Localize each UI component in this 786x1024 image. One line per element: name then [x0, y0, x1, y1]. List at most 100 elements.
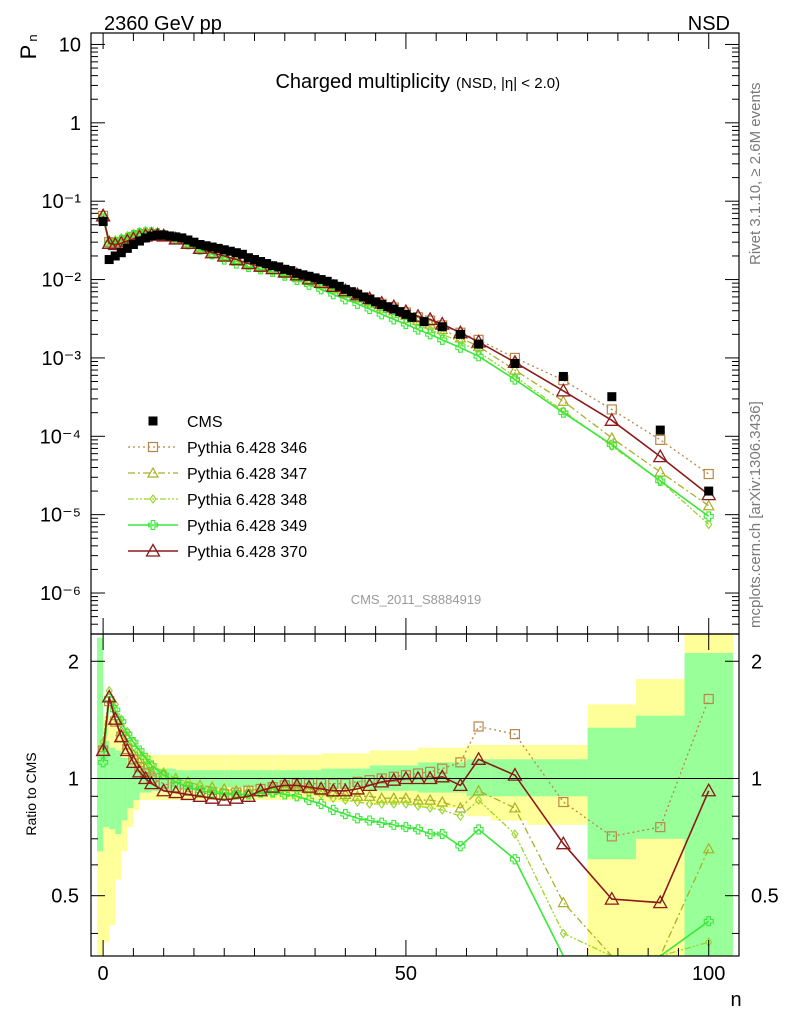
- ratio-point: [313, 781, 329, 795]
- cms-point: [365, 294, 375, 304]
- legend-item: Pythia 6.428 349: [128, 518, 307, 535]
- y-tick-label: 10⁻⁵: [40, 505, 81, 527]
- ratio-point: [337, 782, 353, 797]
- band-inner: [127, 762, 134, 808]
- cms-point: [141, 233, 151, 243]
- x-axis-label: n: [730, 989, 741, 1011]
- ratio-tick-label: 1: [751, 768, 762, 790]
- cms-point: [104, 255, 114, 265]
- ratio-point: [107, 711, 123, 725]
- series-cms: [98, 217, 714, 496]
- cms-point: [328, 279, 338, 289]
- cms-point: [334, 281, 344, 291]
- ratio-point: [456, 811, 465, 822]
- cms-point: [280, 264, 290, 274]
- ratio-point: [361, 777, 378, 792]
- cms-point: [558, 371, 568, 381]
- ratio-point: [425, 828, 436, 840]
- data-point: [654, 465, 667, 477]
- ratio-point: [184, 776, 192, 787]
- ratio-point: [702, 842, 715, 854]
- cms-point: [407, 312, 417, 322]
- ratio-point: [98, 757, 109, 768]
- ratio-point: [509, 854, 520, 865]
- cms-point: [346, 287, 356, 297]
- cms-point: [98, 217, 108, 227]
- ratio-point: [352, 813, 363, 824]
- ratio-point: [305, 787, 313, 798]
- ratio-point: [110, 704, 121, 715]
- cms-point: [147, 231, 157, 241]
- ratio-point: [378, 799, 386, 809]
- ratio-point: [315, 784, 328, 796]
- ratio-point: [455, 757, 466, 768]
- y-axis-label: P: [16, 45, 41, 60]
- cms-point: [292, 268, 302, 278]
- cms-point: [177, 233, 187, 243]
- ratio-point: [231, 789, 242, 800]
- y-axis-label-sub: n: [25, 34, 40, 41]
- ratio-point: [426, 803, 434, 813]
- series-347: [97, 209, 715, 511]
- ratio-point: [340, 778, 351, 789]
- data-point: [328, 289, 339, 300]
- data-point: [703, 511, 714, 522]
- ratio-point: [437, 763, 448, 774]
- cms-point: [225, 246, 235, 256]
- cms-point: [237, 249, 247, 259]
- ratio-point: [277, 777, 293, 792]
- y-tick-label: 10⁻³: [42, 348, 82, 370]
- data-point: [455, 342, 466, 353]
- ratio-point: [388, 819, 399, 830]
- legend-marker: [147, 519, 159, 531]
- ratio-point: [701, 782, 717, 797]
- ratio-point: [655, 822, 666, 833]
- ratio-line: [102, 698, 710, 838]
- ratio-point: [455, 841, 466, 852]
- ratio-point: [438, 805, 446, 815]
- energy-label: 2360 GeV pp: [104, 13, 222, 35]
- ratio-point: [400, 770, 412, 781]
- legend-marker: [149, 494, 157, 504]
- ratio-point: [559, 928, 568, 939]
- legend-item: Pythia 6.428 347: [128, 466, 307, 483]
- cms-point: [401, 309, 411, 319]
- x-tick-label: 0: [98, 963, 109, 985]
- band-inner: [97, 637, 104, 852]
- ratio-point: [158, 770, 169, 781]
- data-point: [655, 475, 666, 486]
- ratio-point: [398, 770, 414, 785]
- mcplots-reference-label: mcplots.cern.ch [arXiv:1306.3436]: [747, 401, 764, 628]
- cms-point: [322, 276, 332, 286]
- data-point: [438, 329, 446, 340]
- legend-label: Pythia 6.428 348: [187, 492, 307, 509]
- data-point: [340, 294, 351, 305]
- ratio-point: [289, 777, 305, 792]
- uncertainty-bands: [97, 634, 733, 956]
- ratio-point: [143, 775, 160, 790]
- cms-point: [231, 248, 241, 258]
- ratio-point: [474, 795, 483, 806]
- cms-point: [474, 339, 484, 349]
- ratio-point: [325, 782, 341, 797]
- ratio-tick-label: 0.5: [51, 886, 79, 908]
- ratio-point: [180, 786, 196, 801]
- cms-point: [256, 256, 266, 266]
- ratio-point: [339, 788, 352, 800]
- ratio-point: [119, 742, 135, 757]
- legend-label: Pythia 6.428 347: [187, 466, 307, 483]
- ratio-point: [170, 776, 181, 787]
- data-point: [388, 314, 399, 325]
- ratio-line: [102, 696, 710, 904]
- process-label: NSD: [688, 13, 730, 35]
- legend-marker: [147, 441, 159, 453]
- ratio-point: [376, 817, 387, 828]
- data-point: [705, 519, 713, 530]
- cms-point: [116, 248, 126, 258]
- ratio-point: [606, 831, 617, 842]
- data-point: [702, 499, 715, 511]
- ratio-point: [329, 793, 337, 804]
- ratio-point: [364, 815, 375, 826]
- ratio-point: [349, 781, 366, 795]
- cms-point: [316, 275, 326, 285]
